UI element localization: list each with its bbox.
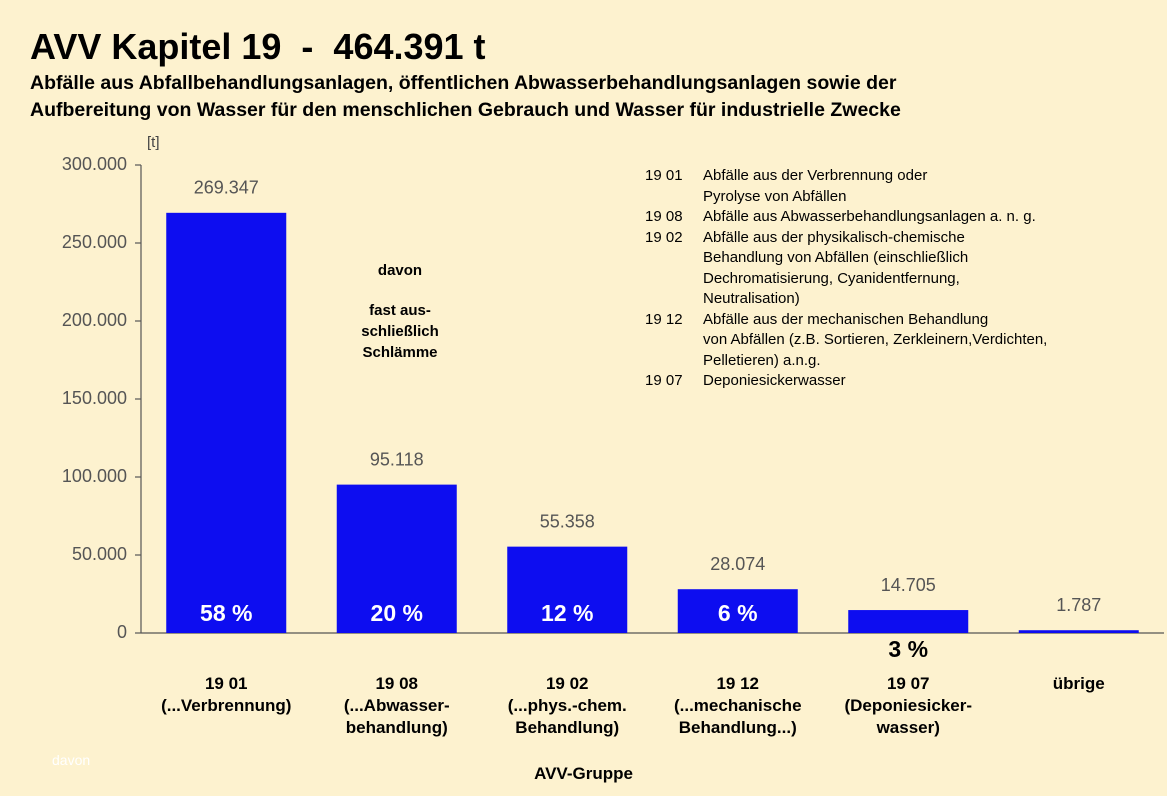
x-tick-label: 19 08 (...Abwasser- behandlung) <box>343 674 450 737</box>
bar <box>677 589 798 633</box>
bar <box>848 610 969 633</box>
x-tick-label: 19 07 (Deponiesicker- wasser) <box>844 674 973 737</box>
note-text: Deponiesickerwasser <box>703 372 846 389</box>
bar <box>336 484 457 633</box>
y-tick-label: 150.000 <box>62 388 127 408</box>
bar <box>507 546 628 633</box>
note-text: Abfälle aus Abwasserbehandlungsanlagen a… <box>703 208 1036 225</box>
value-label: 28.074 <box>710 554 765 574</box>
percent-label: 58 % <box>200 600 252 626</box>
y-tick-label: 50.000 <box>72 544 127 564</box>
value-label: 269.347 <box>194 178 259 198</box>
note-code: 19 01 <box>645 167 683 184</box>
x-tick-label: 19 12 (...mechanische Behandlung...) <box>673 674 802 737</box>
chart-subtitle: Aufbereitung von Wasser für den menschli… <box>30 99 901 121</box>
bar <box>166 212 287 634</box>
chart-title: AVV Kapitel 19 - 464.391 t <box>30 26 486 67</box>
note-text: Abfälle aus der physikalisch-chemische B… <box>703 228 969 308</box>
annotation: fast aus- schließlich Schlämme <box>361 302 439 361</box>
note-code: 19 02 <box>645 228 683 246</box>
x-tick-label: 19 01 (...Verbrennung) <box>161 674 292 715</box>
x-tick-label: übrige <box>1052 674 1105 693</box>
value-label: 14.705 <box>881 575 936 595</box>
percent-label: 3 % <box>888 636 928 662</box>
percent-label: 6 % <box>718 600 758 626</box>
x-axis-title: AVV-Gruppe <box>534 764 633 783</box>
annotation: davon <box>377 262 423 279</box>
annotation: davon <box>52 752 91 768</box>
y-tick-label: 200.000 <box>62 310 127 330</box>
note-text: Abfälle aus der Verbrennung oder Pyrolys… <box>703 167 928 205</box>
y-tick-label: 250.000 <box>62 232 127 252</box>
y-tick-label: 100.000 <box>62 466 127 486</box>
y-tick-label: 300.000 <box>62 154 127 174</box>
percent-label: 12 % <box>541 600 593 626</box>
value-label: 55.358 <box>540 511 595 531</box>
y-tick-label: 0 <box>117 622 127 642</box>
note-code: 19 12 <box>645 310 683 328</box>
note-text: Abfälle aus der mechanischen Behandlung … <box>703 310 1048 369</box>
note-code: 19 08 <box>645 208 683 225</box>
y-axis-unit: [t] <box>147 134 160 151</box>
chart-subtitle: Abfälle aus Abfallbehandlungsanlagen, öf… <box>30 72 897 94</box>
x-tick-label: 19 02 (...phys.-chem. Behandlung) <box>507 674 627 737</box>
value-label: 1.787 <box>1056 595 1101 615</box>
bar <box>1018 630 1139 633</box>
value-label: 95.118 <box>370 449 424 469</box>
percent-label: 20 % <box>371 600 423 626</box>
note-code: 19 07 <box>645 372 683 389</box>
